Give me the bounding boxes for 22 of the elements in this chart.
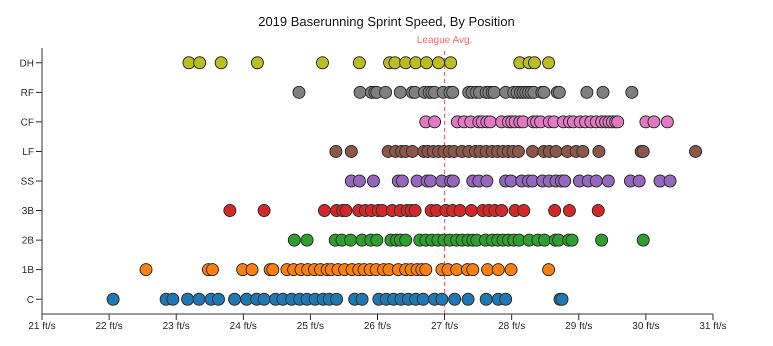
x-tick-label: 21 ft/s (28, 321, 56, 332)
y-tick-label: DH (20, 58, 34, 70)
x-tick-label: 26 ft/s (364, 321, 392, 332)
x-tick-label: 28 ft/s (498, 321, 526, 332)
x-tick-label: 31 ft/s (699, 321, 727, 332)
x-tick-label: 24 ft/s (230, 321, 257, 332)
x-tick-label: 25 ft/s (296, 321, 324, 332)
y-tick-label: CF (20, 117, 34, 128)
y-tick-label: RF (20, 88, 34, 99)
y-tick-label: 2B (22, 236, 34, 247)
x-tick-label: 22 ft/s (95, 321, 123, 332)
x-tick-label: 30 ft/s (632, 321, 660, 332)
chart-title: 2019 Baserunning Sprint Speed, By Position (257, 14, 516, 29)
y-tick-label: 3B (22, 206, 34, 218)
y-tick-label: LF (22, 146, 34, 158)
ref-line-label: League Avg. (416, 35, 472, 46)
x-tick-label: 29 ft/s (565, 321, 592, 332)
x-tick-label: 27 ft/s (430, 321, 458, 332)
y-tick-label: C (26, 294, 34, 306)
x-tick-label: 23 ft/s (162, 321, 190, 332)
y-tick-label: 1B (22, 265, 34, 276)
y-tick-label: SS (20, 176, 34, 188)
